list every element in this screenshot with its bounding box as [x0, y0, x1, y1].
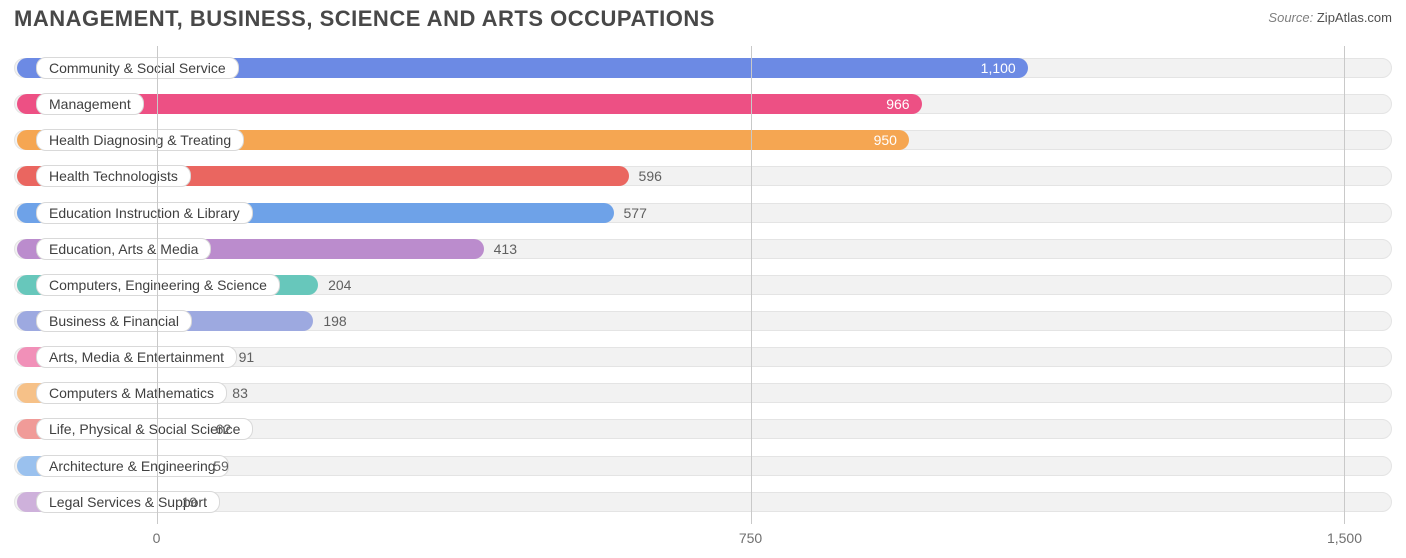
- bar-row: Education Instruction & Library 577: [14, 198, 1392, 228]
- chart-area: Community & Social Service 1,100 Managemen…: [14, 46, 1392, 524]
- category-label: Computers, Engineering & Science: [36, 274, 280, 296]
- bar-row: Health Technologists 596: [14, 161, 1392, 191]
- value-label: 83: [232, 385, 248, 401]
- x-tick-label: 750: [739, 530, 762, 546]
- bar-row: Computers & Mathematics 83: [14, 378, 1392, 408]
- value-label: 19: [182, 494, 198, 510]
- category-label: Health Diagnosing & Treating: [36, 129, 244, 151]
- x-tick-label: 0: [153, 530, 161, 546]
- value-label: 577: [624, 205, 647, 221]
- bar-row: Computers, Engineering & Science 204: [14, 270, 1392, 300]
- source-label: Source:: [1268, 10, 1313, 25]
- plot: Community & Social Service 1,100 Managemen…: [14, 46, 1392, 524]
- category-label: Education Instruction & Library: [36, 202, 253, 224]
- gridline: [751, 46, 752, 524]
- bar-row: Arts, Media & Entertainment91: [14, 342, 1392, 372]
- value-label: 62: [216, 421, 232, 437]
- category-label: Community & Social Service: [36, 57, 239, 79]
- bar-row: Management 966: [14, 89, 1392, 119]
- category-label: Architecture & Engineering: [36, 455, 229, 477]
- bar-row: Business & Financial 198: [14, 306, 1392, 336]
- bar: [17, 94, 922, 114]
- value-label: 596: [639, 168, 662, 184]
- bar-track: [14, 492, 1392, 512]
- value-label: 950: [874, 132, 897, 148]
- gridline: [157, 46, 158, 524]
- bar-row: Legal Services & Support19: [14, 487, 1392, 517]
- value-label: 413: [494, 241, 517, 257]
- value-label: 204: [328, 277, 351, 293]
- source-attribution: Source: ZipAtlas.com: [1268, 10, 1392, 25]
- bar-row: Community & Social Service 1,100: [14, 53, 1392, 83]
- category-label: Health Technologists: [36, 165, 191, 187]
- chart-title: MANAGEMENT, BUSINESS, SCIENCE AND ARTS O…: [14, 6, 715, 32]
- value-label: 966: [886, 96, 909, 112]
- bar-row: Architecture & Engineering59: [14, 451, 1392, 481]
- category-label: Management: [36, 93, 144, 115]
- x-tick-label: 1,500: [1327, 530, 1362, 546]
- bar-row: Life, Physical & Social Science62: [14, 414, 1392, 444]
- value-label: 198: [323, 313, 346, 329]
- rows-container: Community & Social Service 1,100 Managemen…: [14, 50, 1392, 520]
- category-label: Arts, Media & Entertainment: [36, 346, 237, 368]
- value-label: 59: [213, 458, 229, 474]
- bar-row: Education, Arts & Media 413: [14, 234, 1392, 264]
- source-value: ZipAtlas.com: [1317, 10, 1392, 25]
- gridline: [1344, 46, 1345, 524]
- x-axis: 0 750 1,500: [14, 530, 1392, 550]
- category-label: Business & Financial: [36, 310, 192, 332]
- value-label: 91: [239, 349, 255, 365]
- bar-row: Health Diagnosing & Treating 950: [14, 125, 1392, 155]
- category-label: Computers & Mathematics: [36, 382, 227, 404]
- category-label: Education, Arts & Media: [36, 238, 211, 260]
- value-label: 1,100: [981, 60, 1016, 76]
